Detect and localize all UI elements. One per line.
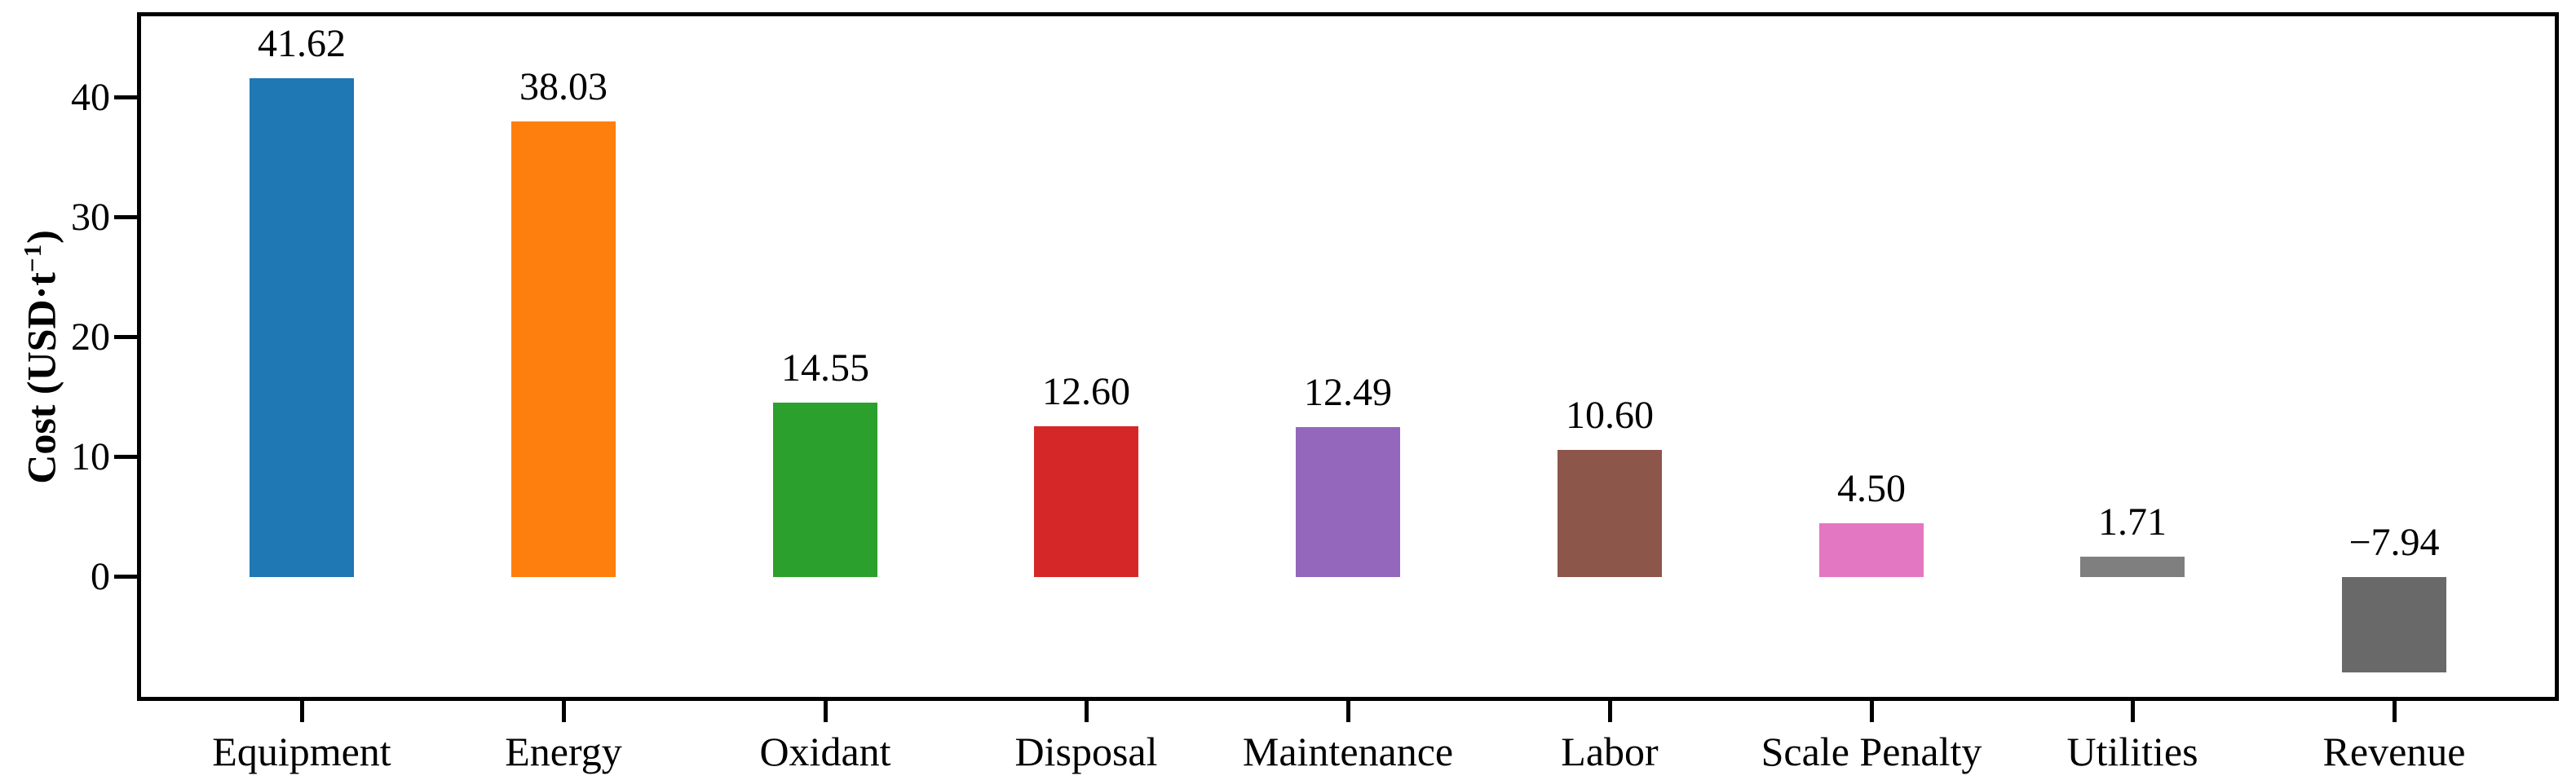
- y-tick-mark-10: [114, 454, 137, 459]
- x-tick-mark-oxidant: [824, 699, 828, 722]
- y-tick-mark-40: [114, 95, 137, 99]
- x-tick-mark-disposal: [1085, 699, 1089, 722]
- x-tick-label-disposal: Disposal: [1014, 729, 1158, 774]
- x-tick-label-oxidant: Oxidant: [759, 729, 891, 774]
- x-tick-mark-maintenance: [1346, 699, 1350, 722]
- x-tick-label-labor: Labor: [1561, 729, 1659, 774]
- bar-revenue: [2342, 577, 2446, 672]
- value-label-disposal: 12.60: [1042, 370, 1130, 413]
- x-tick-label-revenue: Revenue: [2322, 729, 2466, 774]
- bar-disposal: [1034, 426, 1138, 577]
- plot-area: [137, 12, 2559, 701]
- value-label-labor: 10.60: [1566, 394, 1654, 437]
- x-tick-label-equipment: Equipment: [212, 729, 391, 774]
- bar-scale-penalty: [1819, 523, 1924, 577]
- x-tick-label-maintenance: Maintenance: [1242, 729, 1454, 774]
- value-label-equipment: 41.62: [258, 22, 346, 65]
- x-tick-label-scale-penalty: Scale Penalty: [1761, 729, 1982, 774]
- y-tick-mark-0: [114, 574, 137, 579]
- y-tick-label-20: 20: [71, 315, 110, 359]
- x-tick-mark-revenue: [2393, 699, 2397, 722]
- x-tick-label-utilities: Utilities: [2066, 729, 2198, 774]
- x-tick-mark-scale-penalty: [1870, 699, 1874, 722]
- value-label-revenue: −7.94: [2348, 521, 2440, 564]
- bar-energy: [511, 121, 616, 577]
- value-label-maintenance: 12.49: [1304, 371, 1392, 414]
- y-axis-title-superscript: −1: [18, 243, 46, 273]
- y-tick-mark-30: [114, 214, 137, 219]
- bar-oxidant: [773, 403, 877, 577]
- y-tick-label-10: 10: [71, 434, 110, 478]
- value-label-oxidant: 14.55: [781, 346, 869, 390]
- x-tick-mark-labor: [1608, 699, 1612, 722]
- value-label-energy: 38.03: [519, 65, 608, 108]
- x-tick-mark-equipment: [300, 699, 304, 722]
- bar-equipment: [250, 78, 354, 577]
- value-label-scale-penalty: 4.50: [1837, 467, 1906, 510]
- bar-labor: [1558, 450, 1662, 577]
- x-tick-mark-energy: [562, 699, 566, 722]
- y-tick-label-0: 0: [91, 554, 110, 598]
- bar-utilities: [2080, 557, 2185, 577]
- y-tick-mark-20: [114, 334, 137, 339]
- x-tick-mark-utilities: [2131, 699, 2135, 722]
- x-tick-label-energy: Energy: [505, 729, 622, 774]
- value-label-utilities: 1.71: [2098, 500, 2167, 544]
- y-tick-label-40: 40: [71, 75, 110, 119]
- bar-maintenance: [1296, 427, 1400, 577]
- y-tick-label-30: 30: [71, 195, 110, 239]
